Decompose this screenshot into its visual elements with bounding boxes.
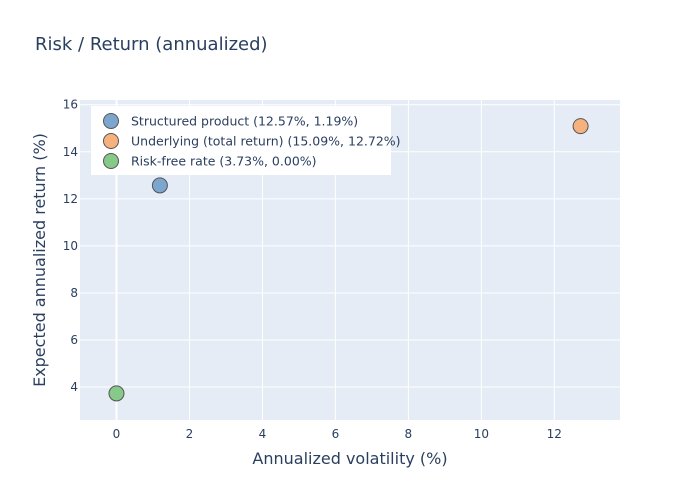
legend-background <box>91 106 391 175</box>
y-tick-label: 10 <box>63 239 78 253</box>
legend-entry-1[interactable]: Underlying (total return) (15.09%, 12.72… <box>131 134 401 149</box>
legend-entry-2[interactable]: Risk-free rate (3.73%, 0.00%) <box>131 154 317 169</box>
y-tick-label: 12 <box>63 192 78 206</box>
legend-marker-1 <box>103 133 119 149</box>
x-tick-labels: 0 2 4 6 8 10 12 <box>113 427 562 441</box>
data-points <box>108 118 589 402</box>
y-tick-label: 4 <box>70 380 78 394</box>
data-point-0[interactable] <box>151 177 168 194</box>
y-tick-label: 14 <box>63 145 78 159</box>
legend: Structured product (12.57%, 1.19%) Underl… <box>91 106 401 175</box>
x-tick-label: 12 <box>547 427 562 441</box>
data-point-2[interactable] <box>108 385 125 402</box>
x-axis-title: Annualized volatility (%) <box>252 449 447 468</box>
y-tick-label: 16 <box>63 98 78 112</box>
x-tick-label: 10 <box>474 427 489 441</box>
y-tick-label: 6 <box>70 333 78 347</box>
x-tick-label: 0 <box>113 427 121 441</box>
data-point-1[interactable] <box>572 118 589 135</box>
y-tick-label: 8 <box>70 286 78 300</box>
y-axis-title: Expected annualized return (%) <box>30 133 49 387</box>
x-tick-label: 4 <box>259 427 267 441</box>
x-tick-label: 2 <box>186 427 194 441</box>
legend-marker-0 <box>103 113 119 129</box>
legend-entry-0[interactable]: Structured product (12.57%, 1.19%) <box>131 114 358 129</box>
legend-marker-2 <box>103 153 119 169</box>
x-tick-label: 6 <box>332 427 340 441</box>
x-tick-label: 8 <box>405 427 413 441</box>
y-tick-labels: 4 6 8 10 12 14 16 <box>63 98 78 394</box>
chart-title: Risk / Return (annualized) <box>35 34 268 55</box>
